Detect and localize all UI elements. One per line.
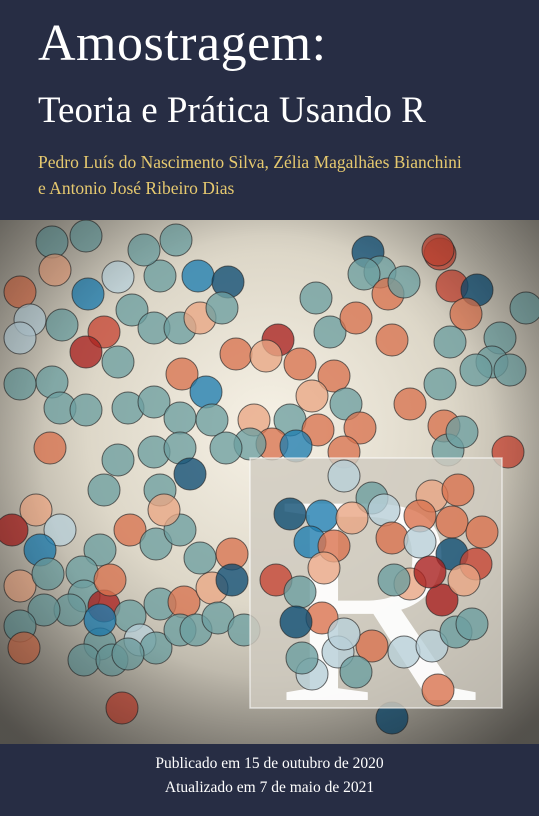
sample-circle: [327, 459, 361, 493]
sample-circle: [387, 635, 421, 669]
cover-header: Amostragem: Teoria e Prática Usando R Pe…: [0, 0, 539, 220]
cover-illustration: R: [0, 220, 539, 744]
book-subtitle: Teoria e Prática Usando R: [38, 90, 426, 131]
sample-circle: [355, 629, 389, 663]
author-line-2: e Antonio José Ribeiro Dias: [38, 178, 235, 198]
sample-circle: [447, 563, 481, 597]
sample-circle: [367, 493, 401, 527]
author-list: Pedro Luís do Nascimento Silva, Zélia Ma…: [38, 149, 462, 201]
cover-footer: Publicado em 15 de outubro de 2020 Atual…: [0, 744, 539, 816]
sample-circle: [435, 505, 469, 539]
sample-circle: [425, 583, 459, 617]
sample-circle: [403, 525, 437, 559]
sample-circle: [421, 673, 455, 707]
sample-circle: [413, 555, 447, 589]
sample-circle: [327, 617, 361, 651]
sample-circle: [335, 501, 369, 535]
author-line-1: Pedro Luís do Nascimento Silva, Zélia Ma…: [38, 152, 462, 172]
sample-circle: [285, 641, 319, 675]
sample-circle: [339, 655, 373, 689]
r-logo-icon: R: [249, 433, 503, 744]
published-date: Publicado em 15 de outubro de 2020: [155, 755, 384, 772]
sample-circle: [465, 515, 499, 549]
sample-circle: [283, 575, 317, 609]
sample-circle: [375, 521, 409, 555]
sample-circle: [279, 605, 313, 639]
sample-circle: [307, 551, 341, 585]
book-title: Amostragem:: [38, 15, 327, 72]
sample-circle: [273, 497, 307, 531]
updated-date: Atualizado em 7 de maio de 2021: [164, 779, 375, 796]
sample-circle: [455, 607, 489, 641]
sample-circle: [377, 563, 411, 597]
sample-circle: [441, 473, 475, 507]
